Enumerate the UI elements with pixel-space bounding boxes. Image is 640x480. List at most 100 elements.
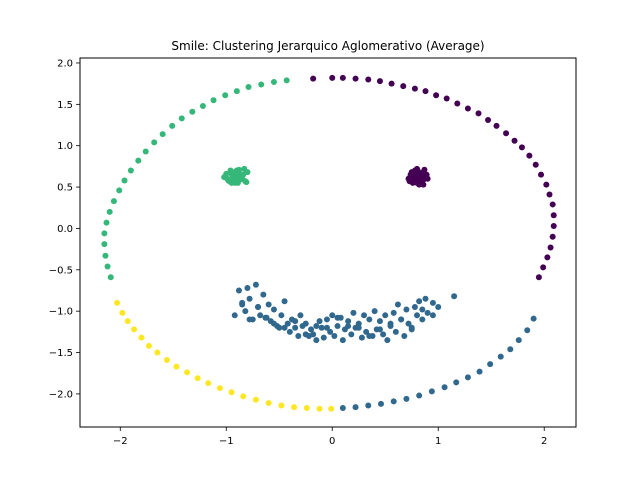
data-point xyxy=(353,404,359,410)
data-point xyxy=(366,316,372,322)
data-point xyxy=(101,241,107,247)
data-point xyxy=(304,405,310,411)
data-point xyxy=(107,209,113,215)
data-point xyxy=(108,274,114,280)
data-point xyxy=(533,162,539,168)
data-point xyxy=(271,79,277,85)
data-point xyxy=(116,187,122,193)
data-point xyxy=(278,402,284,408)
y-tick-label: −0.5 xyxy=(49,265,73,276)
data-point xyxy=(391,398,397,404)
data-point xyxy=(271,307,277,313)
data-point xyxy=(246,84,252,90)
data-point xyxy=(292,318,298,324)
data-point xyxy=(164,357,170,363)
data-point xyxy=(423,296,429,302)
data-point xyxy=(365,402,371,408)
data-point xyxy=(421,167,427,173)
data-point xyxy=(444,96,450,102)
data-point xyxy=(531,316,537,322)
data-point xyxy=(366,333,372,339)
data-point xyxy=(271,321,277,327)
data-point xyxy=(266,400,272,406)
data-point xyxy=(287,329,293,335)
data-point xyxy=(295,333,301,339)
y-tick-label: 0.0 xyxy=(57,224,73,235)
data-point xyxy=(498,354,504,360)
data-point xyxy=(179,115,185,121)
plot-frame xyxy=(80,58,576,427)
data-point xyxy=(131,326,137,332)
data-point xyxy=(173,364,179,370)
data-point xyxy=(378,401,384,407)
data-point xyxy=(195,375,201,381)
y-tick-label: 1.5 xyxy=(57,100,73,111)
data-point xyxy=(538,172,544,178)
data-point xyxy=(412,304,418,310)
data-point xyxy=(114,300,120,306)
data-point xyxy=(416,393,422,399)
data-point xyxy=(451,293,457,299)
data-point xyxy=(128,168,134,174)
data-point xyxy=(253,282,259,288)
chart-title: Smile: Clustering Jerarquico Aglomerativ… xyxy=(171,39,484,53)
data-point xyxy=(282,325,288,331)
data-point xyxy=(303,331,309,337)
data-point xyxy=(236,287,242,293)
x-tick-label: −2 xyxy=(113,436,128,447)
data-point xyxy=(205,380,211,386)
data-point xyxy=(317,406,323,412)
data-point xyxy=(507,346,513,352)
data-point xyxy=(105,263,111,269)
data-point xyxy=(310,331,316,337)
points-layer xyxy=(101,75,556,412)
data-point xyxy=(416,182,422,188)
data-point xyxy=(239,302,245,308)
data-point xyxy=(303,321,309,327)
y-tick-label: −2.0 xyxy=(49,389,73,400)
data-point xyxy=(414,166,420,172)
data-point xyxy=(154,350,160,356)
data-point xyxy=(258,81,264,87)
data-point xyxy=(526,153,532,159)
data-point xyxy=(435,304,441,310)
data-point xyxy=(400,83,406,89)
data-point xyxy=(292,325,298,331)
data-point xyxy=(331,333,337,339)
data-point xyxy=(184,369,190,375)
data-point xyxy=(319,325,325,331)
data-point xyxy=(189,109,195,115)
data-point xyxy=(485,117,491,123)
data-point xyxy=(380,331,386,337)
data-point xyxy=(135,158,141,164)
data-point xyxy=(430,312,436,318)
data-point xyxy=(377,318,383,324)
data-point xyxy=(536,274,542,280)
data-point xyxy=(454,101,460,107)
data-point xyxy=(255,304,261,310)
data-point xyxy=(291,404,297,410)
y-tick-label: 2.0 xyxy=(57,58,73,69)
data-point xyxy=(365,77,371,83)
data-point xyxy=(317,318,323,324)
data-point xyxy=(433,92,439,98)
data-point xyxy=(247,316,253,322)
data-point xyxy=(519,144,525,150)
data-point xyxy=(425,310,431,316)
data-point xyxy=(313,323,319,329)
data-point xyxy=(143,148,149,154)
data-point xyxy=(282,298,288,304)
data-point xyxy=(264,315,270,321)
y-tick-label: 0.5 xyxy=(57,183,73,194)
data-point xyxy=(477,369,483,375)
data-point xyxy=(232,312,238,318)
y-axis: −2.0 −1.5 −1.0 −0.5 0.0 0.5 1.0 1.5 2.0 xyxy=(49,58,80,400)
data-point xyxy=(257,312,263,318)
data-point xyxy=(266,302,272,308)
data-point xyxy=(234,88,240,94)
data-point xyxy=(242,308,248,314)
data-point xyxy=(122,177,128,183)
data-point xyxy=(240,393,246,399)
data-point xyxy=(372,308,378,314)
data-point xyxy=(516,337,522,343)
